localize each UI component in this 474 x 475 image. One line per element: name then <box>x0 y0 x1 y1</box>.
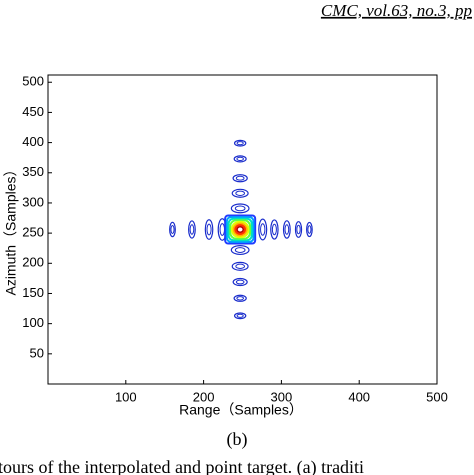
sidelobe-contour <box>232 277 248 287</box>
sidelobe-contour <box>233 139 247 147</box>
mainlobe-contour <box>230 220 250 239</box>
sidelobe-inner <box>235 190 246 196</box>
sidelobe-inner <box>234 247 246 253</box>
sidelobe-inner <box>206 223 212 236</box>
x-tick-label: 400 <box>348 389 370 404</box>
mainlobe-contour <box>234 224 246 235</box>
y-tick-label: 200 <box>22 255 44 270</box>
mainlobe-contour <box>227 217 253 242</box>
y-tick-label: 300 <box>22 194 44 209</box>
sidelobe-contour <box>231 188 249 198</box>
sidelobe-inner <box>235 279 245 285</box>
y-tick-label: 50 <box>30 345 44 360</box>
sidelobe-contour <box>230 203 250 214</box>
sidelobe-inner <box>235 175 245 181</box>
sidelobe-inner <box>189 224 195 235</box>
sidelobe-contour <box>258 218 268 241</box>
sidelobe-contour <box>270 219 279 240</box>
sidelobe-contour <box>232 174 248 183</box>
sidelobe-contour <box>282 220 291 239</box>
sidelobe-inner <box>284 224 290 235</box>
sidelobe-inner <box>236 156 244 162</box>
y-tick-label: 500 <box>22 74 44 89</box>
caption: (b) <box>227 429 248 450</box>
x-tick-label: 500 <box>426 389 448 404</box>
sidelobe-contour <box>306 221 313 238</box>
sidelobe-contour <box>231 261 249 271</box>
sidelobe-inner <box>235 263 246 269</box>
sidelobe-contour <box>233 155 247 163</box>
y-tick-label: 250 <box>22 225 44 240</box>
mainlobe-contour <box>225 216 255 243</box>
sidelobe-inner <box>271 223 277 236</box>
mainlobe-contour <box>224 214 257 245</box>
sidelobe-contour <box>204 219 214 240</box>
mainlobe-contour <box>229 219 252 240</box>
y-tick-label: 150 <box>22 285 44 300</box>
sidelobe-inner <box>236 141 244 146</box>
sidelobe-inner <box>236 313 244 318</box>
mainlobe-contour <box>236 225 245 234</box>
y-tick-label: 350 <box>22 164 44 179</box>
sidelobe-inner <box>260 223 266 236</box>
sidelobe-contour <box>233 294 247 302</box>
x-tick-label: 300 <box>271 389 293 404</box>
body-text: tours of the interpolated and point targ… <box>0 457 364 475</box>
x-tick-label: 100 <box>115 389 137 404</box>
sidelobe-contour <box>188 220 196 239</box>
y-tick-label: 450 <box>22 104 44 119</box>
x-axis-label: Range（Samples） <box>179 402 303 418</box>
y-axis-label: Azimuth（Samples） <box>3 162 19 295</box>
sidelobe-contour <box>169 221 176 238</box>
header: CMC, vol.63, no.3, pp <box>321 1 472 20</box>
mainlobe-contour <box>232 222 248 237</box>
x-tick-label: 200 <box>193 389 215 404</box>
y-tick-label: 400 <box>22 134 44 149</box>
sidelobe-contour <box>233 312 247 320</box>
sidelobe-inner <box>307 225 312 234</box>
sidelobe-inner <box>296 224 301 235</box>
sidelobe-contour <box>294 221 303 238</box>
sidelobe-contour <box>230 245 250 256</box>
sidelobe-inner <box>234 205 246 212</box>
sidelobe-inner <box>170 225 175 234</box>
y-tick-label: 100 <box>22 315 44 330</box>
sidelobe-inner <box>236 296 245 301</box>
plot-frame <box>47 74 438 385</box>
